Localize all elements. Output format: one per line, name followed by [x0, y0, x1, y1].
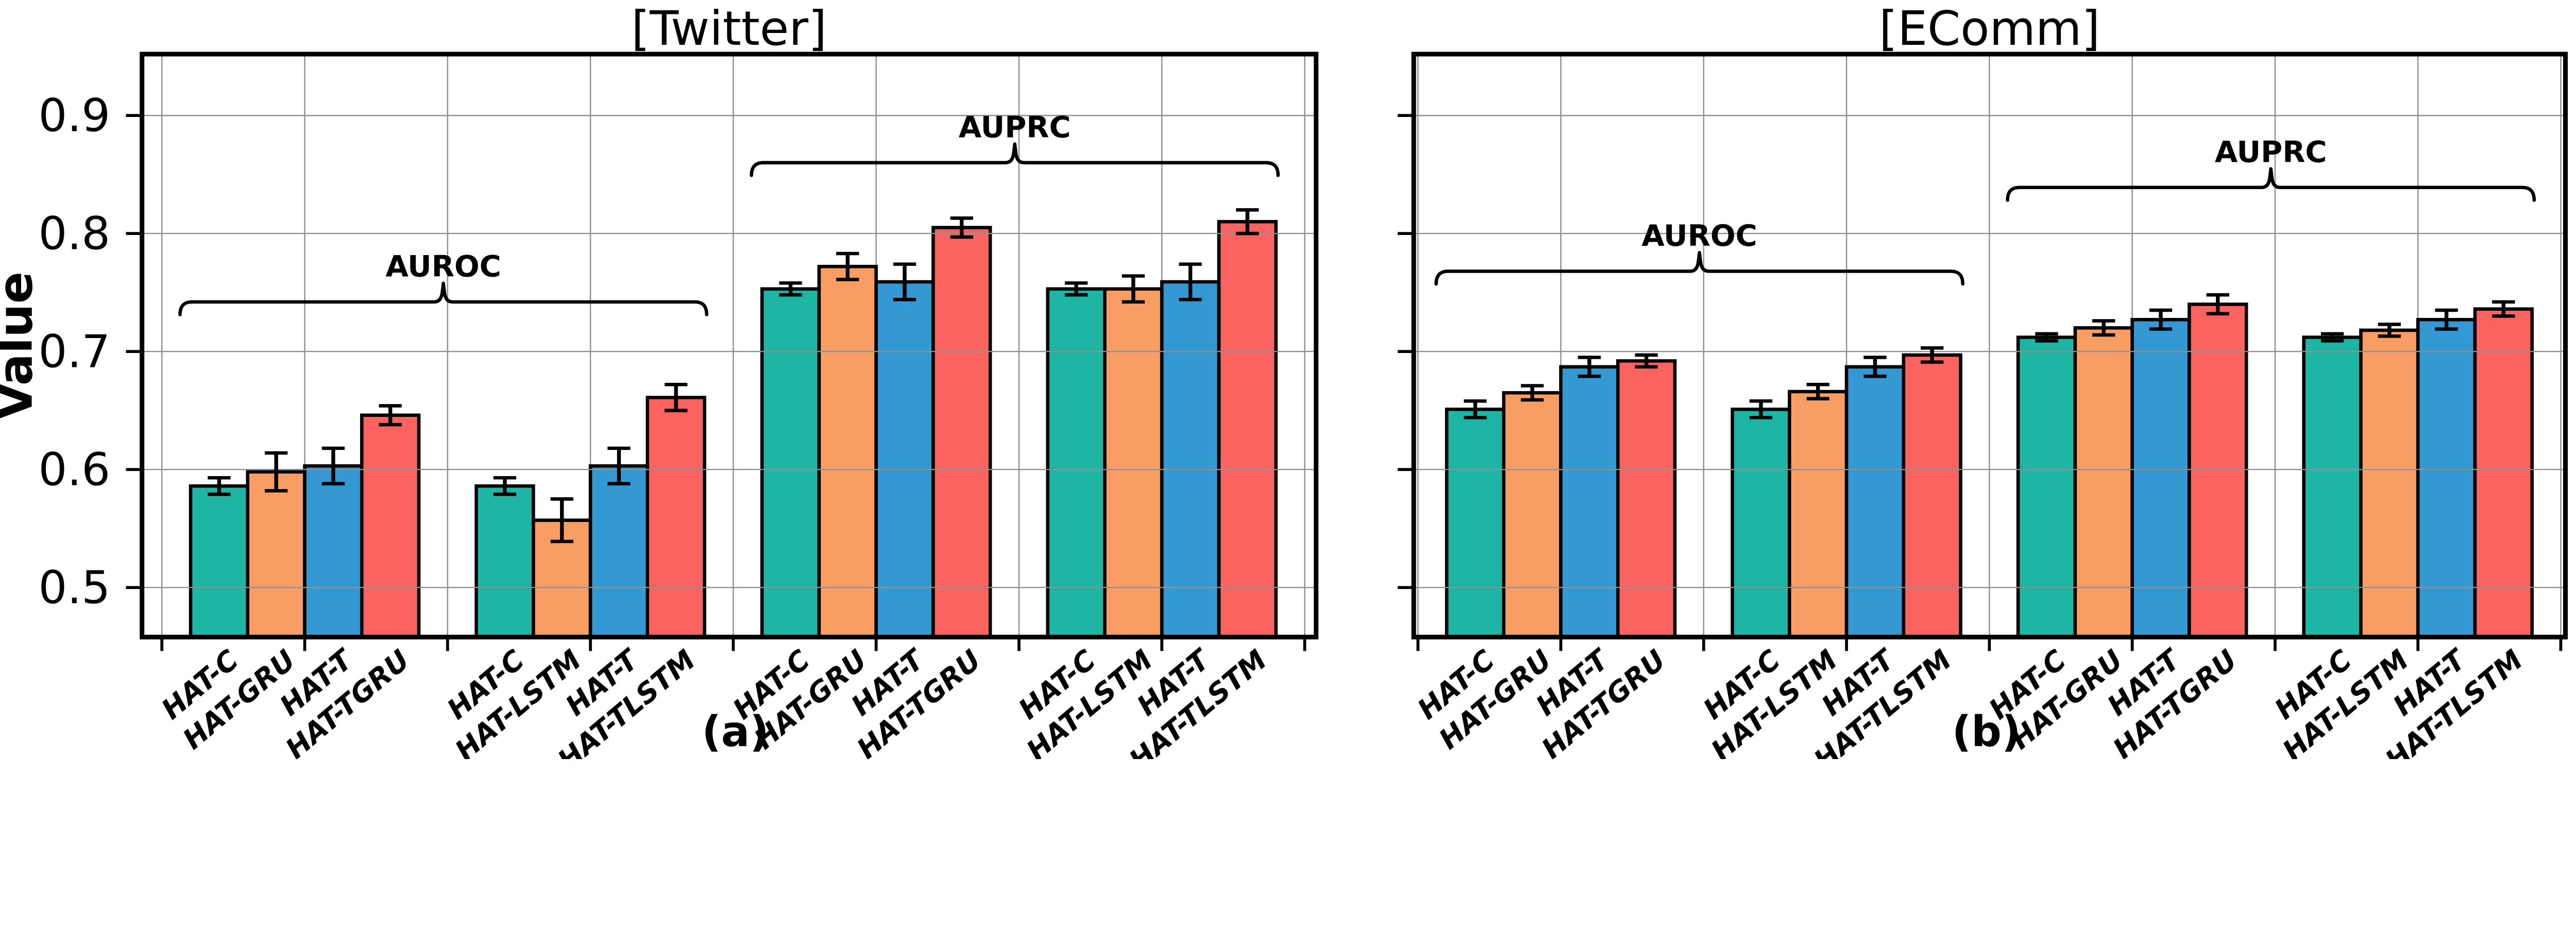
error-bar	[1635, 353, 1658, 369]
bar	[1103, 287, 1164, 639]
bar	[817, 264, 878, 639]
grouped-bar-chart-figure: 0.9 0.8 0.7 0.6 0.5 HAT-CHAT-GRUHAT-THAT-TGRU…	[0, 1, 2568, 759]
error-bar	[2149, 308, 2173, 331]
bar	[931, 226, 992, 639]
bar	[246, 470, 307, 639]
bar	[189, 484, 250, 639]
error-bar	[1464, 399, 1487, 419]
error-bar	[1921, 346, 1944, 364]
error-bar	[2206, 293, 2229, 316]
y-tick-label: 0.7	[39, 325, 111, 378]
bar	[1902, 353, 1962, 639]
error-bar	[893, 262, 917, 301]
bar	[874, 280, 935, 639]
bar	[2130, 317, 2191, 639]
y-axis-label: Value	[0, 272, 43, 419]
y-tick-label: 0.8	[39, 207, 111, 260]
error-bar	[379, 404, 402, 427]
plot-border	[140, 52, 1319, 640]
error-bar	[607, 446, 631, 485]
section-label: AUROC	[1641, 218, 1757, 253]
error-bar	[2092, 319, 2115, 337]
bar	[2416, 317, 2477, 639]
error-bar	[1122, 274, 1145, 304]
chart-twitter: 0.90.80.70.60.5HAT-CHAT-GRUHAT-THAT-TGRU…	[0, 1, 1319, 759]
section-brace	[1434, 250, 1964, 286]
error-bar	[321, 446, 345, 485]
section-brace	[750, 142, 1280, 177]
bar	[760, 287, 821, 639]
error-bar	[1749, 399, 1773, 419]
figure: 0.9 0.8 0.7 0.6 0.5 HAT-C HAT-GRU HAT-T HAT-TGRU…	[0, 1, 2568, 759]
bar	[2302, 335, 2363, 639]
error-bar	[1578, 356, 1601, 378]
bar	[1731, 408, 1791, 639]
bar	[1844, 365, 1906, 639]
bar	[646, 396, 706, 639]
error-bar	[1863, 356, 1887, 378]
error-bar	[1064, 281, 1088, 297]
bar	[303, 464, 364, 639]
error-bar	[779, 281, 802, 297]
error-bar	[950, 216, 973, 239]
section-label: AUROC	[385, 249, 501, 284]
section-label: AUPRC	[2215, 135, 2327, 170]
error-bar	[264, 451, 288, 493]
error-bar	[493, 476, 517, 496]
error-bar	[1521, 384, 1544, 402]
error-bar	[2492, 300, 2515, 318]
bar	[1445, 408, 1506, 639]
error-bar	[1236, 208, 1259, 236]
error-bar	[664, 382, 688, 412]
error-bar	[208, 476, 231, 496]
chart-caption: (b)	[1952, 708, 2021, 756]
chart-title: [Twitter]	[631, 1, 827, 56]
error-bar	[1806, 382, 1829, 400]
y-tick-label: 0.6	[39, 443, 111, 496]
error-bar	[550, 497, 573, 544]
section-label: AUPRC	[959, 110, 1071, 144]
error-bar	[1179, 262, 1202, 301]
error-bar	[2378, 323, 2401, 338]
bar	[1788, 390, 1849, 639]
y-tick-label: 0.9	[39, 89, 111, 142]
section-brace	[2006, 167, 2536, 202]
bar	[1502, 391, 1563, 639]
error-bar	[836, 251, 859, 281]
bar	[474, 484, 535, 639]
bar	[1217, 220, 1278, 639]
bar	[588, 464, 650, 639]
bar	[360, 413, 421, 639]
chart-title: [EComm]	[1879, 1, 2100, 56]
bar	[2016, 335, 2077, 639]
bar	[1616, 359, 1677, 639]
error-bar	[2320, 332, 2344, 343]
bar	[1559, 365, 1620, 639]
error-bar	[2035, 332, 2058, 343]
error-bar	[2435, 308, 2458, 331]
bar	[1046, 287, 1107, 639]
chart-caption: (a)	[702, 708, 769, 756]
bar	[2073, 326, 2134, 639]
bar	[1160, 280, 1221, 639]
y-tick-label: 0.5	[39, 561, 111, 614]
bar	[2359, 328, 2420, 639]
section-brace	[178, 281, 708, 316]
